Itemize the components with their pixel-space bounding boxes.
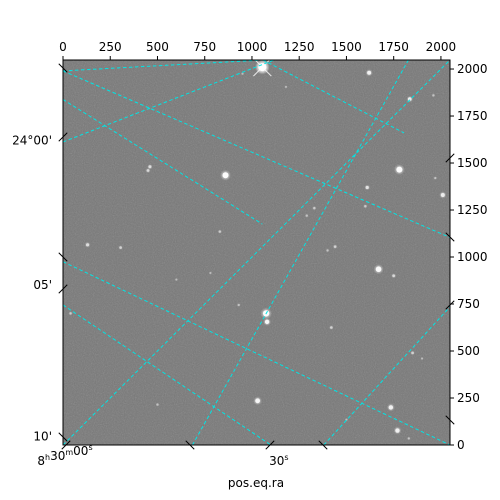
- x-tick-label: 250: [99, 40, 122, 54]
- star-source: [236, 302, 241, 307]
- star-source: [332, 244, 338, 250]
- star-source: [439, 191, 447, 199]
- grid-line: [262, 60, 405, 134]
- star-source: [431, 93, 436, 98]
- x-tick-label: 500: [146, 40, 169, 54]
- ra-tick-label: 8h30m00s: [37, 443, 92, 468]
- plot-frame: [62, 59, 451, 446]
- grid-line: [192, 60, 409, 445]
- world-tick-mark: [445, 415, 455, 425]
- star-source: [155, 402, 160, 407]
- grid-line: [323, 306, 450, 445]
- image-plot-area: [63, 60, 450, 445]
- star-source: [174, 277, 179, 282]
- grid-line: [63, 60, 450, 445]
- world-tick-mark: [61, 440, 71, 450]
- star-source: [240, 71, 245, 76]
- y-tick-label: 1750: [457, 109, 488, 123]
- star-source: [118, 245, 123, 250]
- star-source: [433, 176, 438, 181]
- world-tick-mark: [58, 132, 68, 142]
- dec-tick-label: 24°00': [12, 133, 52, 147]
- y-tick-label: 1250: [457, 203, 488, 217]
- x-tick-label: 1750: [378, 40, 409, 54]
- star-source: [325, 248, 330, 253]
- x-tick-label: 2000: [426, 40, 457, 54]
- star-source: [328, 325, 334, 330]
- x-tick-label: 1250: [284, 40, 315, 54]
- star-source: [406, 95, 413, 103]
- star-source: [393, 426, 402, 435]
- star-source: [284, 85, 288, 89]
- pixel-y-axis-right: 0 250 500 750 1000 1250 1500 1750 2000: [445, 62, 488, 452]
- star-source: [373, 264, 384, 275]
- world-tick-mark: [265, 440, 275, 450]
- star-source: [220, 169, 231, 181]
- y-tick-label: 1500: [457, 156, 488, 170]
- star-source: [263, 317, 272, 326]
- star-source: [364, 184, 371, 191]
- x-axis-label: pos.eq.ra: [228, 476, 284, 490]
- dec-tick-label: 05': [33, 278, 52, 292]
- star-sources: [68, 60, 447, 441]
- world-tick-mark: [58, 252, 68, 262]
- world-tick-mark: [445, 232, 455, 242]
- dec-tick-label: 10': [33, 430, 52, 444]
- y-tick-label: 750: [457, 297, 480, 311]
- star-source: [312, 205, 317, 211]
- x-tick-label: 0: [59, 40, 67, 54]
- world-tick-mark: [58, 284, 68, 294]
- coordinate-grid: [63, 60, 450, 445]
- star-source: [420, 356, 424, 361]
- grid-line: [63, 70, 450, 238]
- star-source: [208, 271, 213, 275]
- world-tick-mark: [185, 440, 195, 450]
- world-tick-mark: [58, 63, 68, 73]
- grid-line: [63, 99, 263, 225]
- x-tick-label: 1500: [331, 40, 362, 54]
- star-source: [68, 311, 73, 316]
- star-source: [386, 403, 395, 412]
- star-source: [304, 213, 309, 218]
- star-source: [365, 69, 373, 77]
- world-tick-mark: [445, 300, 455, 310]
- x-tick-label: 1000: [237, 40, 268, 54]
- ra-tick-label: 30s: [269, 453, 288, 468]
- dec-axis-left: 24°00' 05' 10': [12, 63, 68, 444]
- y-tick-label: 0: [457, 438, 465, 452]
- star-source: [253, 396, 262, 406]
- star-source: [84, 241, 91, 248]
- star-source: [410, 350, 415, 356]
- y-tick-label: 2000: [457, 62, 488, 76]
- grid-line: [63, 60, 275, 143]
- world-tick-mark: [445, 153, 455, 163]
- star-source: [393, 164, 405, 175]
- y-tick-label: 1000: [457, 250, 488, 264]
- x-tick-label: 750: [193, 40, 216, 54]
- ra-axis-bottom: 8h30m00s 30s: [37, 440, 328, 468]
- star-source: [363, 204, 368, 209]
- star-source: [406, 436, 411, 441]
- star-source: [217, 229, 223, 234]
- world-tick-mark: [318, 440, 328, 450]
- star-source: [391, 273, 397, 279]
- grid-line: [63, 261, 450, 445]
- world-tick-mark: [58, 432, 68, 442]
- pixel-x-axis-top: 0 250 500 750 1000 1250 1500 1750 2000: [59, 40, 456, 60]
- y-tick-label: 250: [457, 391, 480, 405]
- star-source: [145, 168, 151, 174]
- y-tick-label: 500: [457, 344, 480, 358]
